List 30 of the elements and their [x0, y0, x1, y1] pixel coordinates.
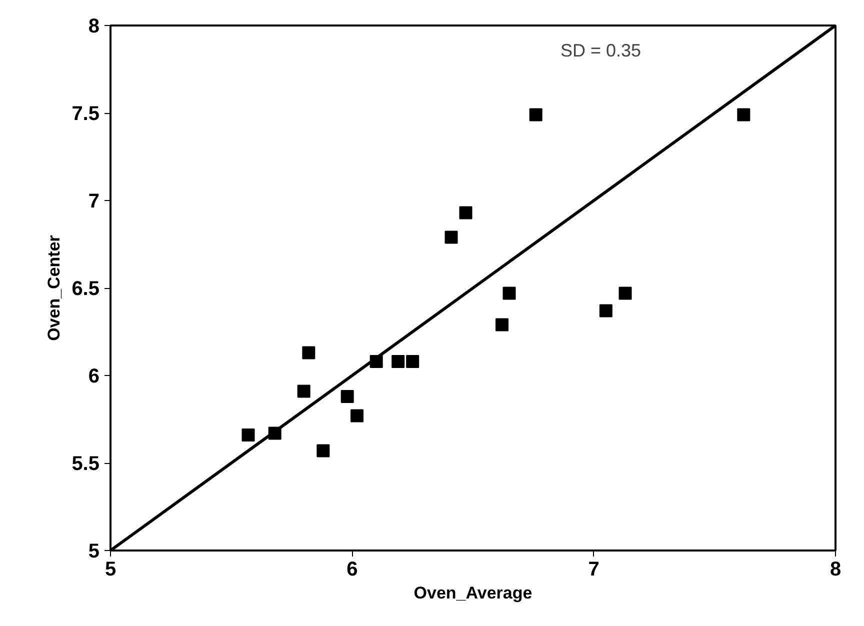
x-axis-title: Oven_Average — [414, 584, 532, 602]
x-tick-label: 5 — [104, 558, 116, 580]
point — [242, 428, 255, 442]
point — [302, 346, 316, 360]
y-tick-label: 6.5 — [72, 278, 100, 300]
point — [737, 108, 750, 122]
point — [406, 355, 420, 368]
point — [340, 390, 354, 403]
point — [618, 286, 632, 300]
y-tick-label: 6 — [88, 366, 100, 388]
point — [502, 286, 516, 300]
point — [496, 318, 508, 332]
y-axis-title: Oven_Center — [44, 234, 64, 341]
point — [350, 409, 364, 422]
point — [444, 230, 458, 244]
point — [599, 304, 612, 318]
x-tick-label: 6 — [346, 558, 358, 580]
y-tick-label: 8 — [88, 16, 100, 38]
x-tick-label: 8 — [830, 558, 842, 580]
x-tick-label: 7 — [588, 558, 600, 580]
point — [529, 108, 542, 122]
point — [392, 355, 405, 368]
point — [459, 206, 472, 220]
annotation: SD = 0.35 — [560, 40, 642, 60]
point — [297, 384, 310, 398]
point — [316, 444, 330, 458]
y-tick-label: 7 — [88, 190, 100, 212]
y-tick-label: 5 — [88, 540, 100, 562]
y-tick-label: 7.5 — [72, 103, 100, 125]
y-tick-label: 5.5 — [72, 453, 100, 475]
